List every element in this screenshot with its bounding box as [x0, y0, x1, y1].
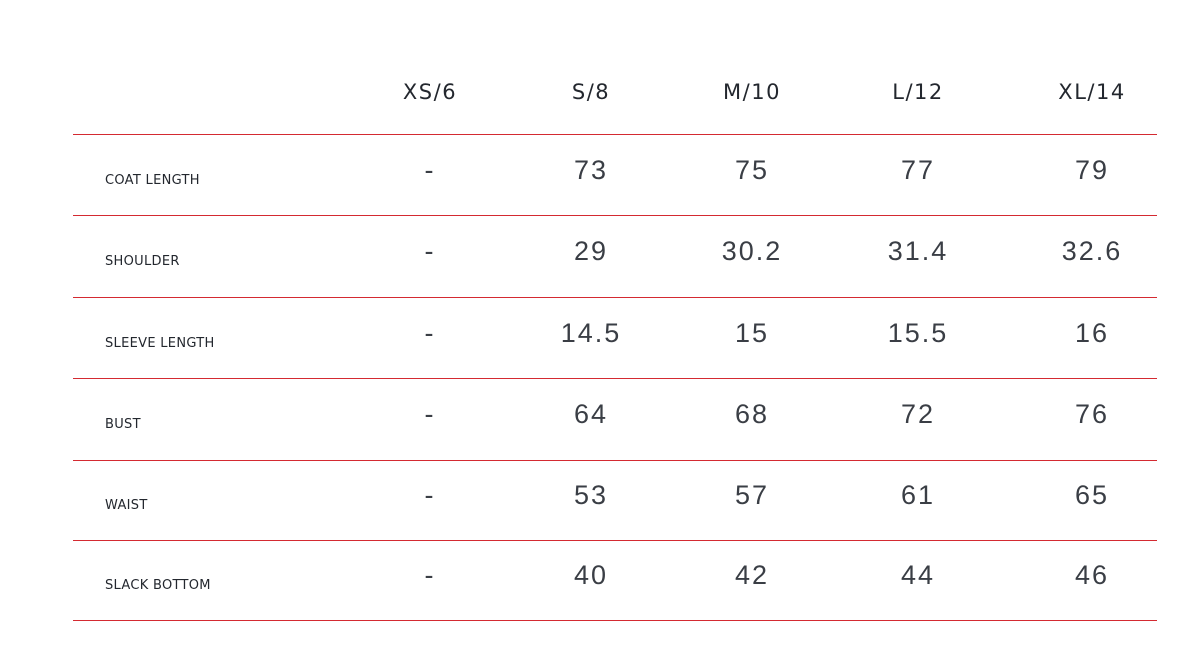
table-cell: 15.5 [887, 317, 949, 348]
table-cell: 15 [734, 317, 770, 348]
row-divider [73, 378, 1157, 379]
column-header: M/10 [723, 80, 781, 104]
table-cell: - [424, 236, 436, 266]
table-cell: 72 [900, 399, 936, 429]
table-cell: 29 [573, 236, 609, 266]
table-cell: 68 [734, 399, 770, 429]
table-cell: 44 [900, 560, 936, 590]
table-cell: 76 [1074, 399, 1110, 429]
row-label: SLACK BOTTOM [105, 578, 211, 593]
row-divider [73, 620, 1157, 621]
table-cell: 57 [734, 480, 770, 510]
row-label: COAT LENGTH [105, 172, 200, 188]
table-cell: 53 [573, 480, 609, 510]
row-divider [73, 215, 1157, 216]
table-cell: 64 [573, 399, 609, 429]
table-cell: 42 [734, 560, 770, 590]
row-divider [73, 134, 1157, 135]
table-cell: 14.5 [560, 317, 622, 348]
table-cell: 32.6 [1061, 236, 1123, 266]
row-divider [73, 540, 1157, 541]
column-header: L/12 [892, 80, 944, 104]
row-label: BUST [105, 417, 141, 432]
table-cell: 31.4 [887, 236, 949, 266]
row-label: SHOULDER [105, 254, 180, 269]
row-label: SLEEVE LENGTH [105, 335, 215, 351]
table-cell: 61 [900, 480, 936, 510]
table-cell: 79 [1074, 154, 1110, 185]
row-label: WAIST [105, 498, 148, 513]
table-cell: 46 [1074, 560, 1110, 590]
table-cell: - [424, 560, 436, 590]
column-header: S/8 [571, 80, 611, 104]
row-divider [73, 297, 1157, 298]
table-cell: 16 [1074, 317, 1110, 348]
table-cell: - [424, 317, 436, 348]
table-cell: 77 [900, 154, 936, 185]
table-cell: 40 [573, 560, 609, 590]
column-header: XL/14 [1058, 80, 1126, 104]
table-cell: 75 [734, 154, 770, 185]
table-cell: 73 [573, 154, 609, 185]
table-cell: 30.2 [721, 236, 783, 266]
table-cell: - [424, 154, 436, 185]
table-cell: 65 [1074, 480, 1110, 510]
table-cell: - [424, 399, 436, 429]
column-header: XS/6 [402, 80, 458, 104]
table-cell: - [424, 480, 436, 510]
row-divider [73, 460, 1157, 461]
